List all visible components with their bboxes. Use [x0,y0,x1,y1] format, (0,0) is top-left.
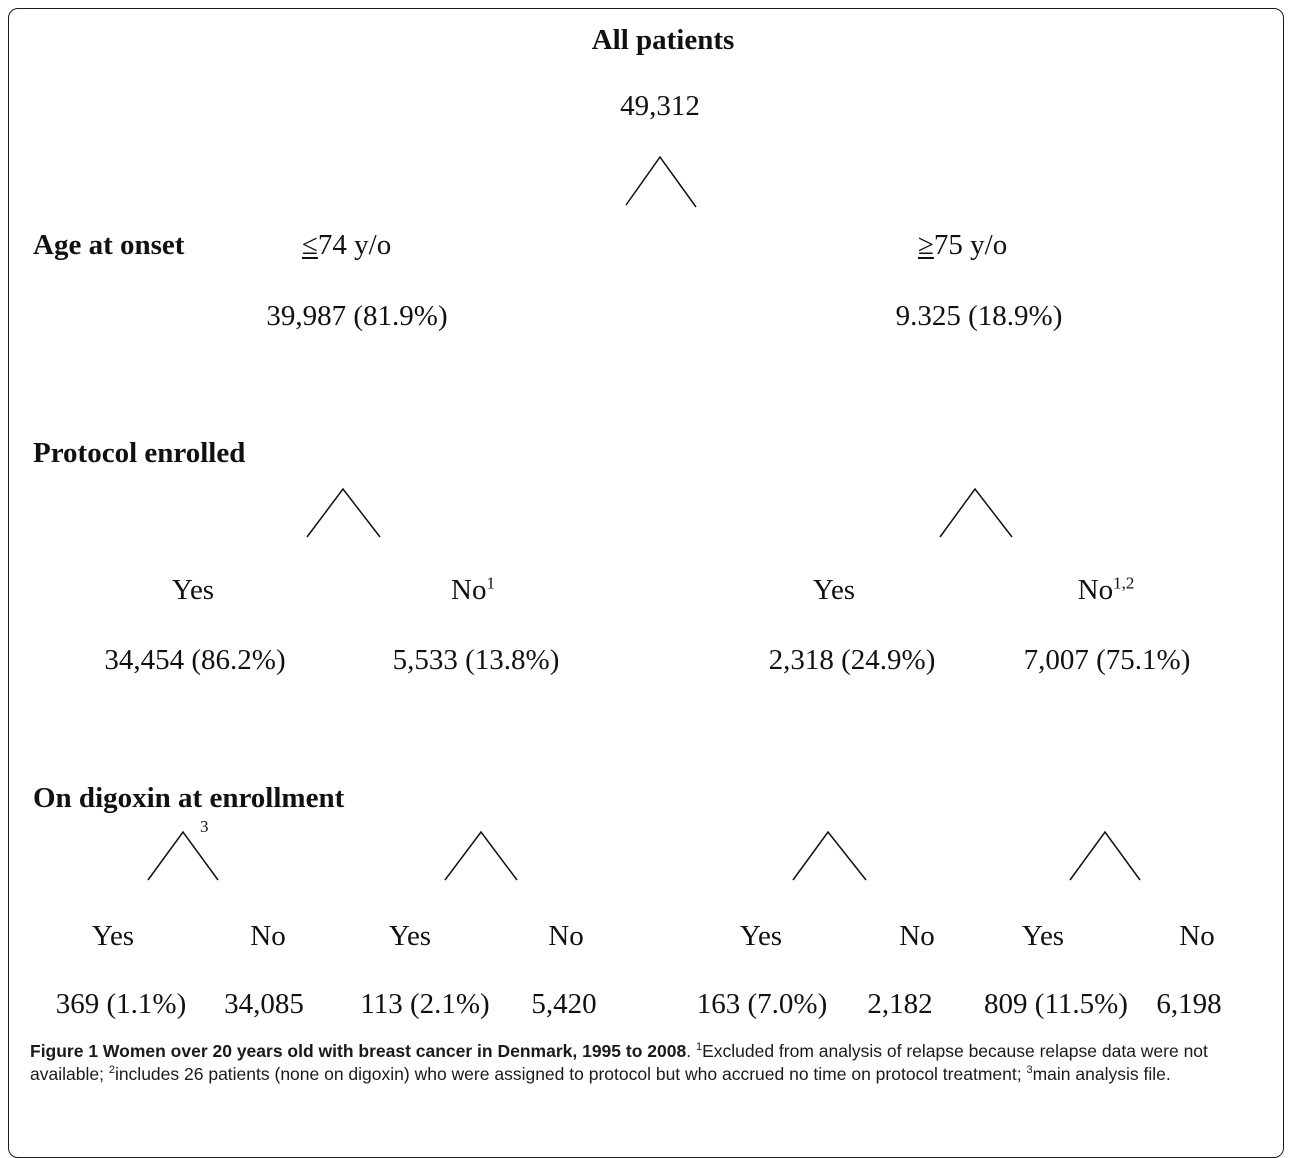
caption-note-2: includes 26 patients (none on digoxin) w… [114,1064,1027,1084]
digoxin-leaf-count: 5,420 [531,988,597,1020]
protocol-young-yes-count: 34,454 (86.2%) [104,644,286,676]
caption-note-1: Excluded from analysis of relapse becaus… [30,1041,1208,1084]
ge-symbol: ≥ [918,229,934,261]
split-age-old [939,487,1013,538]
protocol-old-yes-count: 2,318 (24.9%) [768,644,936,676]
age-old-count: 9.325 (18.9%) [895,300,1063,332]
digoxin-leaf-label: Yes [91,920,135,952]
split-young-no [444,830,518,881]
le-symbol: ≤ [302,229,318,261]
split-old-no [1069,830,1141,881]
caption-note-3: main analysis file. [1032,1064,1171,1084]
digoxin-leaf-label: Yes [1021,920,1065,952]
tree-connectors [147,155,1141,881]
root-title: All patients [591,24,735,56]
digoxin-leaf-count: 6,198 [1156,988,1222,1020]
split-young-yes [147,830,219,881]
root-count: 49,312 [620,90,700,122]
digoxin-leaf-count: 163 (7.0%) [696,988,828,1020]
age-young-count: 39,987 (81.9%) [266,300,448,332]
protocol-old-yes-label: Yes [812,574,856,606]
age-young-label: ≤74 y/o [302,229,392,261]
digoxin-leaf-count: 369 (1.1%) [55,988,187,1020]
digoxin-leaf-label: No [899,920,935,952]
digoxin-leaf-count: 809 (11.5%) [984,988,1128,1020]
digoxin-leaf-label: Yes [739,920,783,952]
protocol-old-no-label: No1,2 [1077,573,1135,606]
level-label-age: Age at onset [33,229,185,261]
digoxin-leaf-label: No [250,920,286,952]
digoxin-leaf-count: 113 (2.1%) [360,988,490,1020]
figure-caption: Figure 1 Women over 20 years old with br… [30,1041,1208,1084]
protocol-young-no-label: No1 [451,573,495,606]
protocol-young-no-count: 5,533 (13.8%) [392,644,560,676]
level-label-protocol: Protocol enrolled [33,437,246,469]
protocol-old-no-count: 7,007 (75.1%) [1023,644,1191,676]
digoxin-leaf-label: Yes [388,920,432,952]
digoxin-split-footnote: 3 [200,817,209,836]
digoxin-leaf-count: 2,182 [867,988,933,1020]
digoxin-leaf-count: 34,085 [224,988,304,1020]
digoxin-leaf-label: No [548,920,584,952]
caption-title: Figure 1 Women over 20 years old with br… [30,1041,687,1061]
split-age-young [306,487,381,538]
protocol-young-yes-label: Yes [171,574,215,606]
split-old-yes [792,830,867,881]
split-root [625,155,697,208]
digoxin-leaf-label: No [1179,920,1215,952]
age-old-label: ≥75 y/o [918,229,1008,261]
level-label-digoxin: On digoxin at enrollment [33,782,345,814]
